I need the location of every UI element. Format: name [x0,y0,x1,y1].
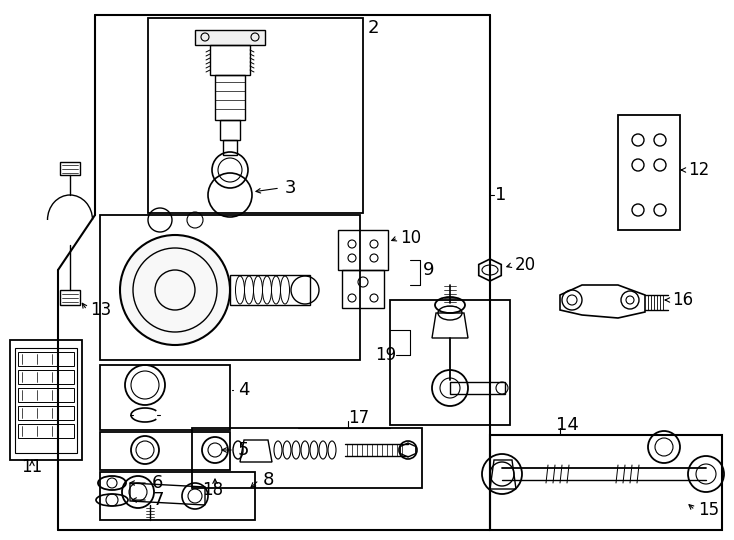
Text: 2: 2 [368,19,379,37]
Bar [210,45,250,75]
Text: 6: 6 [152,474,164,492]
Text: 13: 13 [90,301,112,319]
Bar [618,115,680,230]
Text: 9: 9 [423,261,435,279]
Text: 4: 4 [238,381,250,399]
Bar [10,340,82,460]
Bar [490,435,722,530]
Bar [223,140,237,155]
Text: 11: 11 [21,458,43,476]
Bar [100,365,230,430]
Bar [18,406,74,420]
Text: 20: 20 [515,256,536,274]
Bar [192,428,422,488]
Bar [148,18,363,213]
Text: 7: 7 [152,491,164,509]
Text: 3: 3 [285,179,297,197]
Text: 12: 12 [688,161,709,179]
Bar [100,472,255,520]
Bar [342,270,384,308]
Bar [230,275,310,305]
Text: 18: 18 [202,481,223,499]
Text: 10: 10 [400,229,421,247]
Bar [100,215,360,360]
Bar [390,300,510,425]
Text: 8: 8 [263,471,275,489]
Bar [338,230,388,270]
Bar [15,348,77,453]
Text: 19: 19 [375,346,396,364]
Bar [215,75,245,120]
Text: 14: 14 [556,416,579,434]
Bar [18,370,74,384]
Bar [18,424,74,438]
Bar [60,162,80,175]
Bar [220,120,240,140]
Text: 1: 1 [495,186,506,204]
Bar [100,432,230,470]
Text: 15: 15 [698,501,719,519]
Bar [60,290,80,305]
Text: 16: 16 [672,291,693,309]
Bar [195,30,265,45]
Bar [450,382,505,394]
Circle shape [120,235,230,345]
Bar [18,388,74,402]
Bar [18,352,74,366]
Text: 5: 5 [238,441,250,459]
Text: 17: 17 [348,409,369,427]
